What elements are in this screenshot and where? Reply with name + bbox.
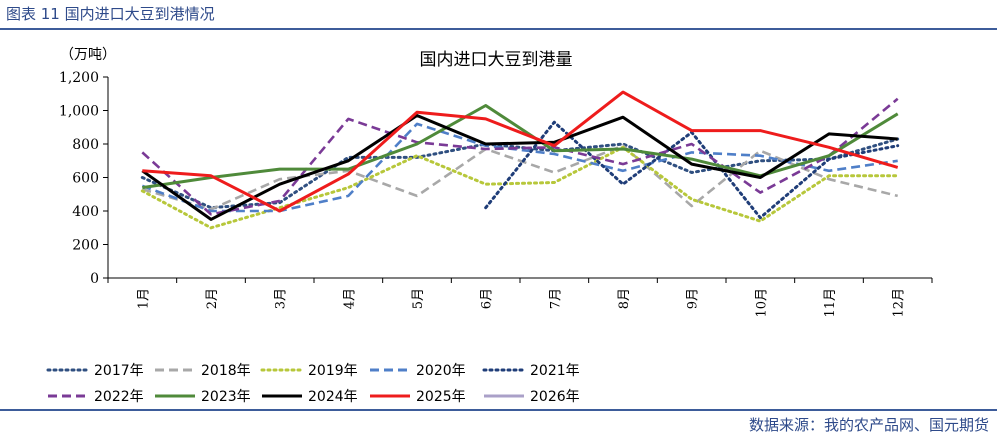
- series-line-2023: [142, 104, 899, 190]
- x-tick-label: 4月: [342, 288, 357, 309]
- source-divider: [0, 409, 997, 411]
- series-line-2022: [141, 97, 899, 216]
- legend: 2017年 2018年 2019年 2020年 2021年 2022年 2023年 2024年…: [46, 363, 580, 405]
- series-line-2024: [141, 114, 898, 221]
- x-tick-label: 5月: [411, 288, 426, 309]
- series-line-2021: [484, 120, 900, 220]
- legend-label-2020: 2020年: [416, 363, 466, 379]
- y-tick-label: 600: [72, 171, 99, 187]
- x-tick-label: 10月: [754, 288, 769, 318]
- title-divider: [0, 28, 997, 30]
- x-tick-label: 7月: [548, 288, 563, 309]
- legend-label-2023: 2023年: [201, 389, 251, 405]
- y-tick-label: 800: [72, 137, 99, 153]
- chart-title: 国内进口大豆到港量: [420, 50, 573, 70]
- legend-label-2022: 2022年: [94, 389, 144, 405]
- y-tick-label: 0: [90, 271, 99, 287]
- x-tick-label: 8月: [617, 288, 632, 309]
- series-line-2018: [141, 144, 899, 211]
- x-tick-label: 1月: [136, 288, 151, 309]
- x-tick-label: 11月: [823, 288, 838, 318]
- series-group: [140, 90, 900, 230]
- x-tick-label: 6月: [480, 288, 495, 309]
- y-tick-label: 1,000: [59, 104, 99, 120]
- legend-label-2017: 2017年: [94, 363, 144, 379]
- x-tick-label: 3月: [274, 288, 289, 309]
- legend-label-2019: 2019年: [308, 363, 358, 379]
- x-tick-label: 2月: [205, 288, 220, 309]
- axes-group: 0 200 400 600 800 1,000 1,200 1月 2月 3月 4月 5月 6月 7月 8月 9…: [59, 70, 933, 318]
- y-tick-label: 400: [72, 204, 99, 220]
- legend-label-2018: 2018年: [201, 363, 251, 379]
- soybean-arrivals-chart: 国内进口大豆到港量 （万吨） 0 200 400 600 800 1,000 1,200 1月…: [46, 47, 933, 405]
- source-note: 数据来源：我的农产品网、国元期货: [748, 416, 989, 434]
- series-line-2020: [141, 122, 898, 213]
- x-tick-label: 12月: [892, 288, 907, 318]
- legend-label-2024: 2024年: [308, 389, 358, 405]
- y-tick-label: 200: [72, 238, 99, 254]
- figure-title: 图表 11 国内进口大豆到港情况: [6, 5, 215, 23]
- y-tick-label: 1,200: [59, 70, 99, 86]
- y-axis-unit-label: （万吨）: [60, 47, 116, 63]
- legend-label-2025: 2025年: [416, 389, 466, 405]
- legend-label-2021: 2021年: [530, 363, 580, 379]
- legend-label-2026: 2026年: [530, 389, 580, 405]
- x-tick-label: 9月: [686, 288, 701, 309]
- series-line-2025: [142, 90, 899, 213]
